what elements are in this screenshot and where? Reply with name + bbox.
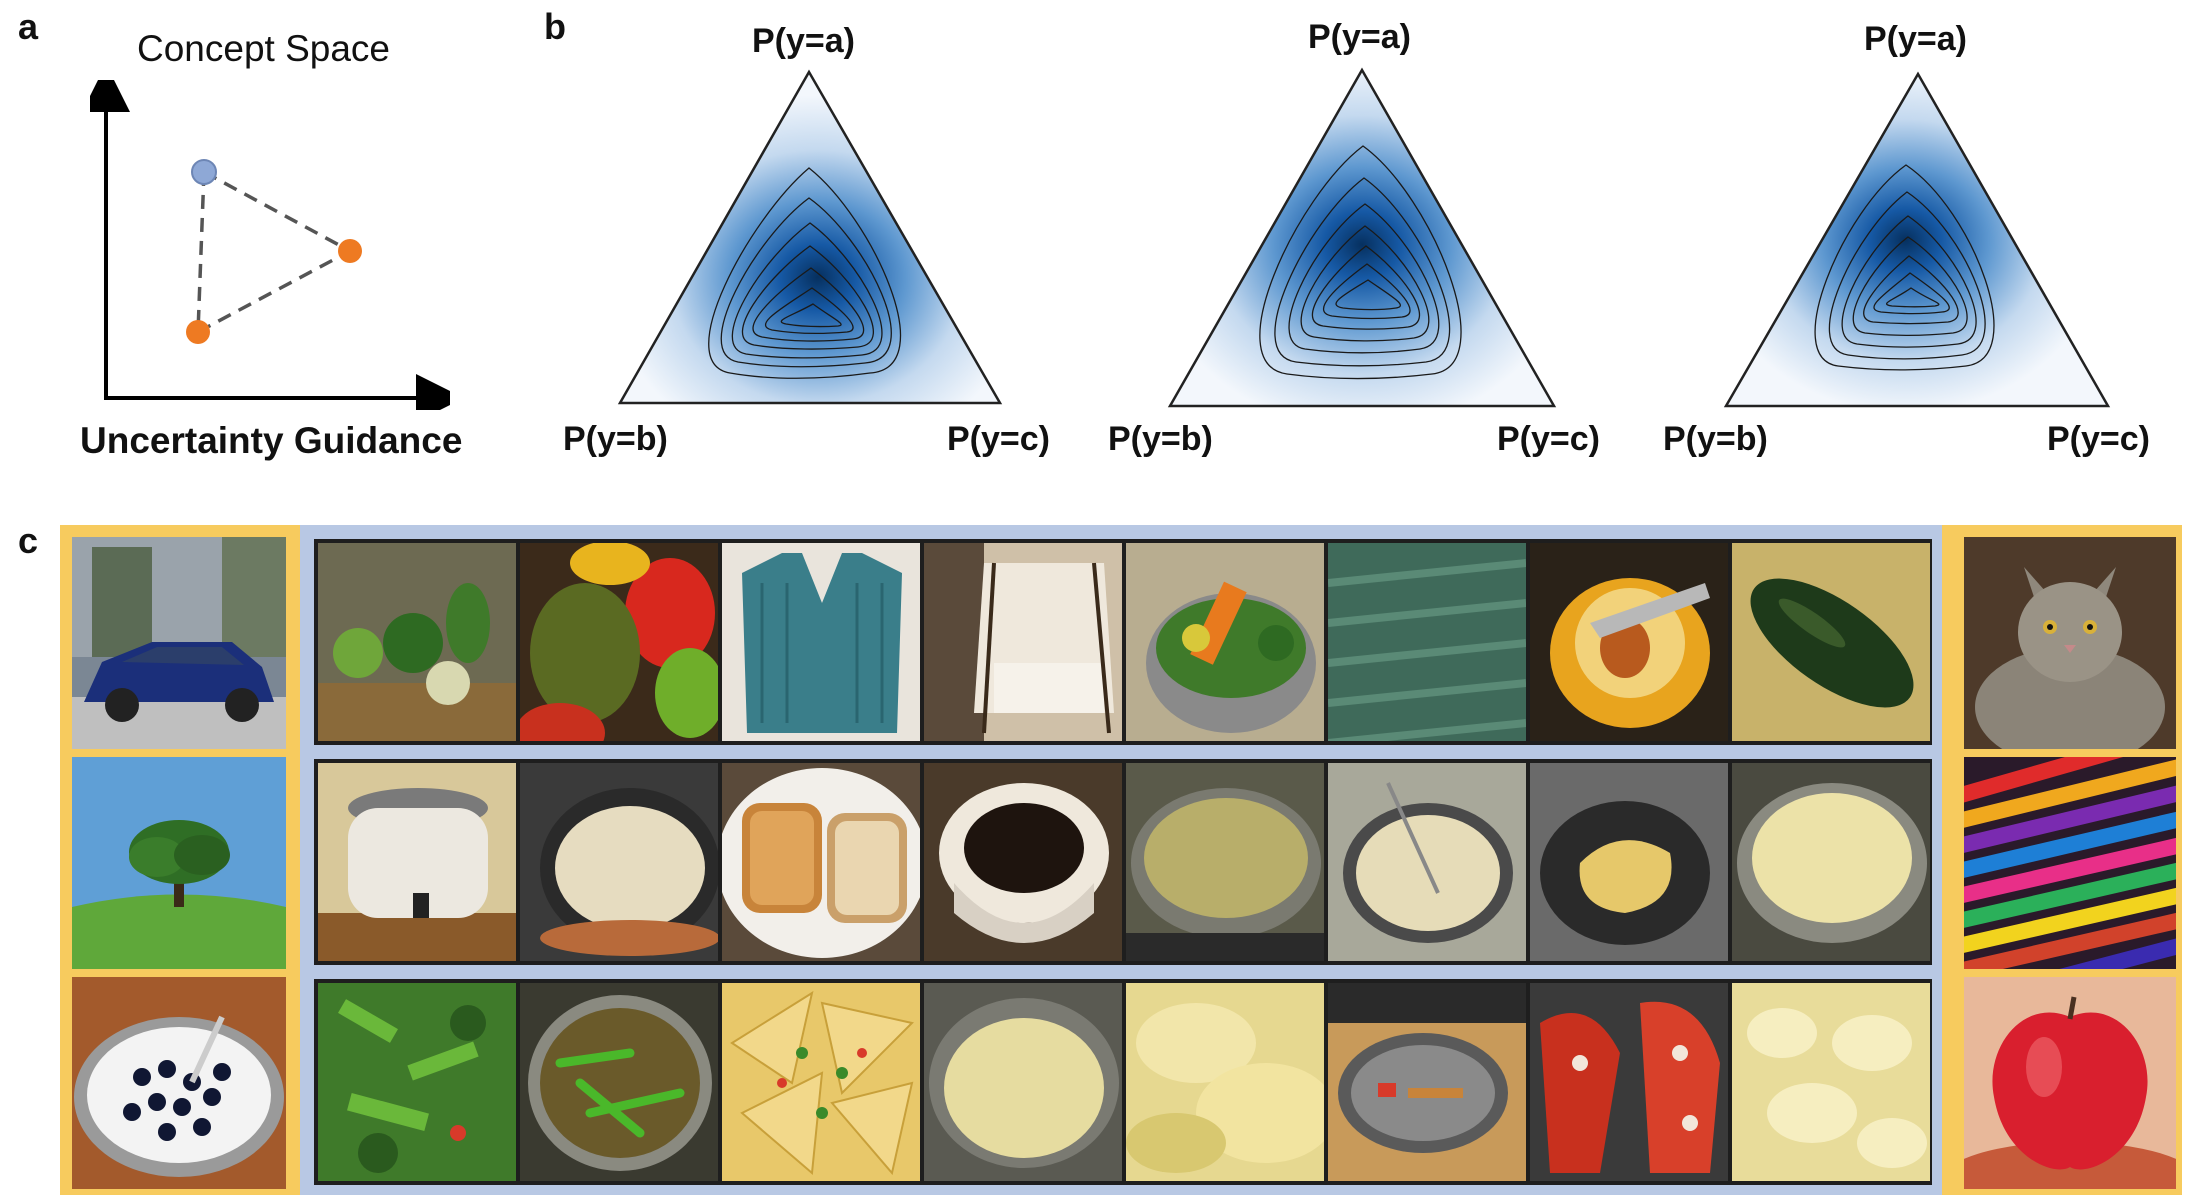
crayons-photo [1964,757,2176,969]
sample-mashed-potato-closeup [1732,983,1930,1181]
panel-c-letter: c [18,520,39,561]
triangle-edge [197,249,351,334]
sample-empty-pan [1328,983,1526,1181]
triangle-edge [196,171,206,333]
triangle-edge [203,170,351,253]
sample-vegetables-kitchen [318,543,516,741]
sample-green-beans-stew [520,983,718,1181]
sample-slow-cooker [318,763,516,961]
simplex-3 [1723,71,2111,408]
cat-photo [1964,537,2176,749]
sample-knit-sweater [722,543,920,741]
simplex-1-top-label: P(y=a) [752,22,855,60]
sample-stir-fry [318,983,516,1181]
sample-vegetable-pot [1126,543,1324,741]
concept-point-orange [186,320,210,344]
apple-photo [1964,977,2176,1189]
sample-canopy-bed [924,543,1122,741]
sample-omelette-pan [1530,763,1728,961]
sample-mashed-potato [1126,983,1324,1181]
contour-lines [1814,164,1995,371]
concept-point-blue [191,159,217,185]
simplex-1-right-label: P(y=c) [947,420,1050,458]
sample-cut-squash [1530,543,1728,741]
simplex-2-top-label: P(y=a) [1308,18,1411,56]
panel-a-letter: a [18,6,39,47]
contour-lines [708,167,901,379]
simplex-2 [1167,67,1557,408]
simplex-3-right-label: P(y=c) [2047,420,2150,458]
simplex-2-left-label: P(y=b) [1108,420,1213,458]
contour-lines [1259,145,1462,380]
sample-peppers [520,543,718,741]
car-photo [72,537,286,749]
uncertainty-guidance-label: Uncertainty Guidance [80,420,463,461]
yogurt-blueberries-photo [72,977,286,1189]
concept-space-title: Concept Space [137,28,391,69]
sample-nachos [722,983,920,1181]
sample-toast-slices [722,763,920,961]
sample-rice-pot [924,983,1122,1181]
sample-knit-fabric [1328,543,1526,741]
sample-cream-pot [1732,763,1930,961]
sample-sauce-pan [520,763,718,961]
simplex-3-left-label: P(y=b) [1663,420,1768,458]
concept-point-orange [338,239,362,263]
simplex-1 [617,69,1003,405]
sample-coffee-cup [924,763,1122,961]
sample-soup-pot [1126,763,1324,961]
simplex-3-top-label: P(y=a) [1864,20,1967,58]
simplex-2-right-label: P(y=c) [1497,420,1600,458]
simplex-1-left-label: P(y=b) [563,420,668,458]
panel-b-letter: b [544,6,566,47]
sample-zucchini [1732,543,1930,741]
sample-stirred-pan [1328,763,1526,961]
sample-crab-claws [1530,983,1728,1181]
concept-space-plot [90,80,450,410]
tree-photo [72,757,286,969]
